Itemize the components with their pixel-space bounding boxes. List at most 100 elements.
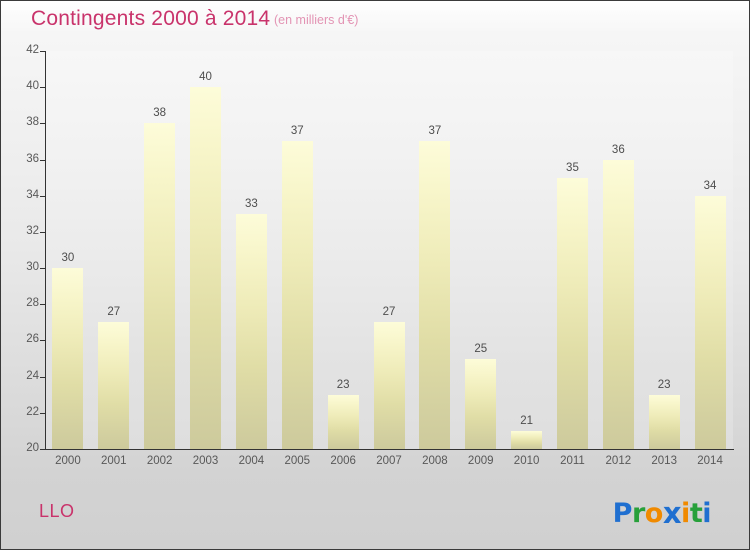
proxiti-logo[interactable]: Proxiti bbox=[612, 495, 712, 530]
bar-value-label: 27 bbox=[107, 306, 121, 319]
bar-column[interactable]: 40 bbox=[190, 51, 222, 449]
x-axis-tick-label: 2003 bbox=[192, 455, 219, 467]
y-axis-tick-label: 30 bbox=[26, 261, 39, 274]
bar-column[interactable]: 35 bbox=[556, 51, 588, 449]
x-axis-tick-label: 2009 bbox=[467, 455, 494, 467]
bar[interactable] bbox=[602, 159, 634, 449]
bar-value-label: 34 bbox=[703, 179, 717, 192]
bar-value-label: 38 bbox=[153, 107, 167, 120]
bar-value-label: 23 bbox=[657, 378, 671, 391]
y-axis-tick-label: 36 bbox=[26, 152, 39, 165]
x-axis-line bbox=[45, 449, 734, 450]
y-axis-tick-label: 22 bbox=[26, 405, 39, 418]
bar-value-label: 30 bbox=[61, 252, 75, 265]
x-axis-tick-label: 2011 bbox=[560, 455, 585, 467]
bar-value-label: 23 bbox=[336, 378, 350, 391]
x-axis-tick-label: 2012 bbox=[605, 455, 632, 467]
bar[interactable] bbox=[144, 123, 176, 449]
bar-value-label: 25 bbox=[474, 342, 488, 355]
bar-value-label: 21 bbox=[520, 414, 533, 427]
x-axis-tick-label: 2002 bbox=[146, 455, 173, 467]
chart-footer: LLO Proxiti bbox=[1, 481, 749, 549]
bar[interactable] bbox=[465, 358, 497, 449]
y-axis-tick-mark bbox=[40, 449, 46, 450]
bar-column[interactable]: 38 bbox=[144, 51, 176, 449]
bar-column[interactable]: 30 bbox=[52, 51, 84, 449]
logo-letter: o bbox=[644, 498, 664, 529]
logo-letter: r bbox=[631, 498, 645, 529]
y-axis-tick-mark bbox=[40, 123, 46, 125]
y-axis-tick-label: 42 bbox=[26, 44, 39, 56]
y-axis-tick-label: 26 bbox=[26, 333, 39, 346]
page-title: Contingents 2000 à 2014 bbox=[31, 7, 271, 30]
plot-frame: 20 22 24 26 28 30 32 34 36 38 40 42 30 27 38 40 33 37 23 2… bbox=[26, 44, 734, 467]
y-axis-tick-mark bbox=[40, 87, 46, 89]
bar[interactable] bbox=[648, 394, 680, 449]
y-axis-tick-label: 32 bbox=[26, 224, 39, 237]
x-axis-tick-label: 2007 bbox=[376, 455, 402, 467]
x-axis-tick-label: 2001 bbox=[101, 455, 127, 467]
bar-value-label: 33 bbox=[244, 197, 258, 210]
bar[interactable] bbox=[694, 195, 726, 449]
x-axis-tick-label: 2006 bbox=[330, 455, 356, 467]
y-axis-tick-mark bbox=[40, 195, 46, 197]
bar[interactable] bbox=[98, 322, 130, 449]
bar-column[interactable]: 37 bbox=[419, 51, 451, 449]
y-axis-tick-label: 34 bbox=[26, 188, 39, 201]
bar-column[interactable]: 27 bbox=[98, 51, 130, 449]
y-axis-tick-mark bbox=[40, 376, 46, 378]
bar-column[interactable]: 33 bbox=[235, 51, 267, 449]
bar-column[interactable]: 21 bbox=[511, 51, 543, 449]
logo-letter: i bbox=[702, 498, 711, 529]
bar[interactable] bbox=[327, 394, 359, 449]
bar-column[interactable]: 27 bbox=[373, 51, 405, 449]
bar[interactable] bbox=[556, 177, 588, 449]
y-axis-tick-label: 24 bbox=[26, 369, 39, 382]
x-axis-tick-label: 2005 bbox=[284, 455, 311, 467]
bar[interactable] bbox=[190, 87, 222, 449]
bar[interactable] bbox=[52, 268, 84, 449]
bar[interactable] bbox=[419, 141, 451, 449]
logo-letter: x bbox=[662, 496, 682, 530]
logo-letter: i bbox=[681, 498, 690, 529]
y-axis-tick-mark bbox=[40, 304, 46, 306]
y-axis-tick-mark bbox=[40, 51, 46, 52]
logo-letter: P bbox=[612, 498, 633, 529]
bar[interactable] bbox=[511, 430, 543, 449]
y-axis-tick-mark bbox=[40, 412, 46, 414]
bar-value-label: 35 bbox=[566, 161, 579, 174]
x-axis-tick-label: 2000 bbox=[55, 455, 81, 467]
x-axis-tick-label: 2008 bbox=[422, 455, 448, 467]
bar-value-label: 36 bbox=[611, 143, 625, 156]
bar-column[interactable]: 25 bbox=[465, 51, 497, 449]
x-axis-tick-label: 2013 bbox=[651, 455, 677, 467]
x-axis-tick-label: 2010 bbox=[513, 455, 540, 467]
bar-column[interactable]: 36 bbox=[602, 51, 634, 449]
bar-column[interactable]: 37 bbox=[281, 51, 313, 449]
y-axis-line bbox=[45, 51, 46, 450]
y-axis-tick-label: 40 bbox=[26, 80, 39, 93]
chart-header: Contingents 2000 à 2014 (en milliers d'€… bbox=[1, 1, 749, 39]
chart-subtitle: (en milliers d'€) bbox=[274, 13, 359, 27]
bar-value-label: 37 bbox=[428, 125, 442, 138]
bar[interactable] bbox=[373, 322, 405, 449]
x-axis-tick-label: 2014 bbox=[697, 455, 723, 467]
bar-column[interactable]: 34 bbox=[694, 51, 726, 449]
bar-column[interactable]: 23 bbox=[648, 51, 680, 449]
bar-value-label: 40 bbox=[199, 71, 212, 84]
bar[interactable] bbox=[281, 141, 313, 449]
bar[interactable] bbox=[235, 213, 267, 449]
bar-value-label: 27 bbox=[382, 306, 396, 319]
logo-letter: t bbox=[689, 498, 703, 529]
y-axis-tick-label: 38 bbox=[26, 116, 39, 129]
y-axis-tick-label: 20 bbox=[26, 442, 39, 454]
y-axis-tick-mark bbox=[40, 159, 46, 161]
territory-label: LLO bbox=[39, 501, 75, 521]
bar-column[interactable]: 23 bbox=[327, 51, 359, 449]
bar-value-label: 37 bbox=[290, 125, 304, 138]
y-axis-tick-mark bbox=[40, 268, 46, 270]
y-axis-tick-mark bbox=[40, 340, 46, 342]
y-axis-tick-mark bbox=[40, 231, 46, 233]
x-axis-tick-label: 2004 bbox=[238, 455, 265, 467]
